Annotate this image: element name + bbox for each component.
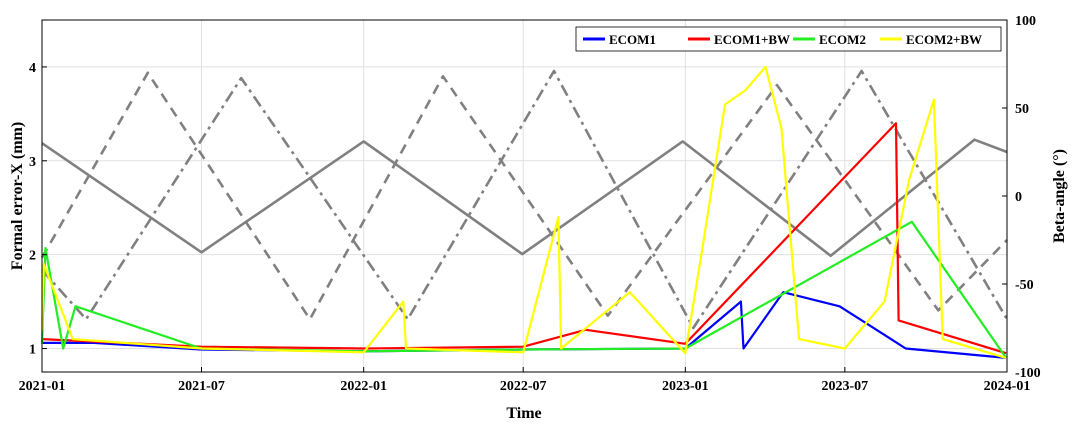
x-axis-ticks: 2021-01 2021-07 2022-01 2022-07 2023-01 2023-…	[19, 367, 1031, 394]
right-y-tick-label: 0	[1015, 190, 1022, 205]
legend-label: ECOM1+BW	[714, 32, 790, 47]
x-tick-label: 2021-07	[178, 379, 225, 394]
right-y-axis-ticks: -100 -50 0 50 100	[1002, 14, 1041, 381]
series-line-ecom2-bw	[40, 65, 1007, 359]
legend-label: ECOM2+BW	[906, 32, 982, 47]
x-tick-label: 2023-01	[662, 379, 709, 394]
legend-label: ECOM1	[609, 32, 656, 47]
right-y-tick-label: 50	[1015, 102, 1029, 117]
beta-angle-line-dashdot	[41, 69, 1009, 330]
left-y-tick-label: 2	[29, 249, 36, 264]
series-line-ecom1	[42, 291, 1007, 359]
left-y-tick-label: 1	[29, 343, 36, 358]
left-y-tick-label: 4	[29, 61, 36, 76]
beta-angle-lines	[40, 69, 1009, 330]
grid-lines	[41, 20, 1008, 372]
formal-error-lines	[40, 65, 1008, 359]
right-y-tick-label: -50	[1015, 278, 1034, 293]
legend: ECOM1 ECOM1+BW ECOM2 ECOM2+BW	[575, 26, 1002, 52]
right-y-tick-label: 100	[1015, 14, 1036, 29]
series-line-ecom1-bw	[41, 122, 1007, 355]
x-tick-label: 2022-07	[500, 379, 547, 394]
right-y-axis-title: Beta-angle (°)	[1051, 149, 1068, 243]
legend-label: ECOM2	[819, 32, 866, 47]
left-y-axis-title: Formal error-X (mm)	[9, 122, 26, 270]
x-tick-label: 2024-01	[984, 379, 1031, 394]
left-y-tick-label: 3	[29, 155, 36, 170]
right-y-tick-label: -100	[1015, 366, 1041, 381]
x-tick-label: 2021-01	[19, 379, 66, 394]
beta-angle-line-solid	[41, 138, 1008, 258]
x-tick-label: 2023-07	[822, 379, 869, 394]
x-tick-label: 2022-01	[340, 379, 387, 394]
left-y-axis-ticks: 1 2 3 4	[29, 61, 47, 358]
legend-box	[575, 26, 1002, 52]
x-axis-title: Time	[506, 405, 541, 422]
beta-angle-line-dashed	[40, 71, 1008, 321]
